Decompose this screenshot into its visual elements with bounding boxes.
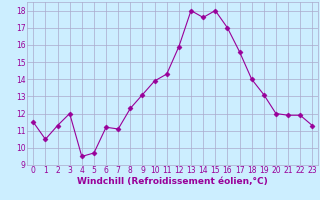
X-axis label: Windchill (Refroidissement éolien,°C): Windchill (Refroidissement éolien,°C) [77,177,268,186]
